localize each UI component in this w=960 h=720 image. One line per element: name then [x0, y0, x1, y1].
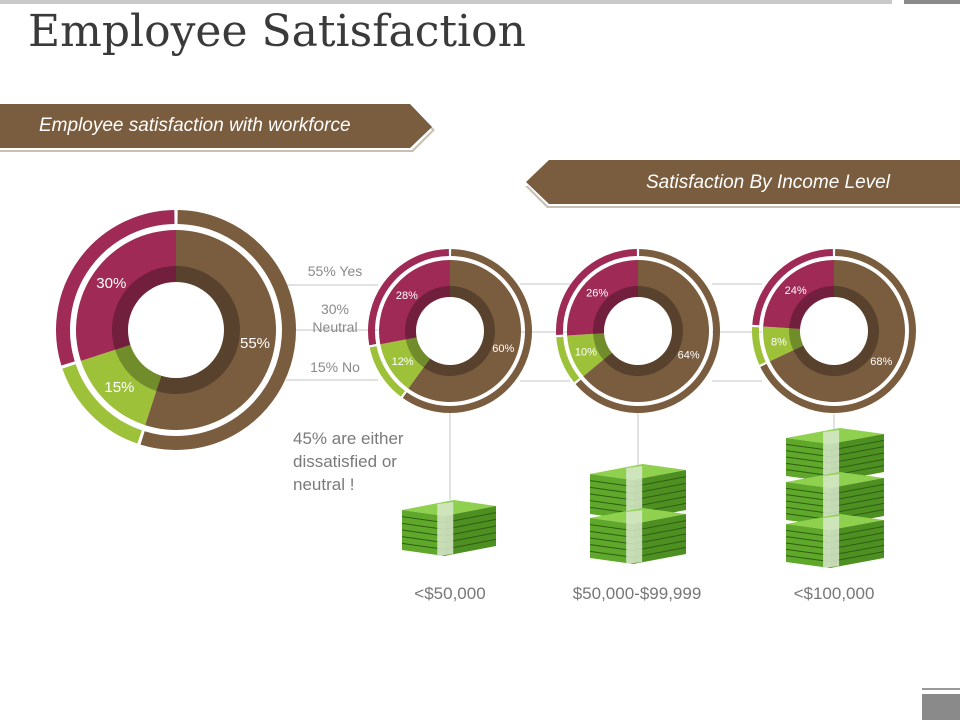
donut-3-outer-ring-neutral	[556, 249, 637, 335]
money-stack-3-middle-edge-r-2	[830, 490, 885, 502]
money-stack-2-bottom-edge-3	[589, 537, 634, 545]
ribbon-left	[0, 104, 432, 148]
money-stack-2-top	[589, 464, 687, 520]
donut-3-outer-ring-yes	[575, 249, 720, 413]
top-rule	[0, 0, 892, 4]
donut-4-outer-ring-no	[752, 327, 766, 365]
donut-chart-2: 60% 12% 28%	[368, 249, 532, 413]
money-stack-2-top-edge-1	[589, 480, 634, 488]
money-stack-3-bottom-edge-4	[785, 548, 831, 556]
donut-1-outer-ring-neutral	[56, 210, 175, 366]
money-stack-1-band	[437, 502, 454, 556]
donut-3-hole	[604, 297, 672, 365]
donut-1-hole	[128, 282, 224, 378]
money-stack-3-top-band	[823, 430, 840, 482]
money-stack-2-bottom-edge-1	[589, 524, 634, 532]
donut-chart-1: 55% 15% 30%	[56, 210, 296, 450]
money-stack-2-top-edge-3	[589, 493, 634, 501]
money-stack-3-bottom-edge-r-5	[830, 551, 885, 563]
money-stack-3-middle	[785, 472, 885, 526]
money-stack-2-top-band	[626, 466, 643, 520]
money-stack-3-top	[785, 428, 885, 482]
money-stack-3-middle-band	[823, 474, 840, 526]
money-stack-3-top-edge-2	[785, 450, 831, 458]
money-stack-2-top-edge-4	[589, 500, 634, 508]
ribbon-right-label: Satisfaction By Income Level	[646, 172, 890, 193]
money-stack-2-bottom-edge-5	[589, 550, 634, 558]
donut-1-label-yes: 55%	[240, 335, 270, 352]
money-stack-3-top-edge-r-2	[830, 446, 885, 458]
donut-2-outer-ring-yes	[402, 249, 532, 413]
donut-2-label-yes: 60%	[492, 343, 514, 355]
money-stack-3-bottom-band	[823, 516, 840, 568]
money-stack-3-top-edge-r-4	[830, 458, 885, 470]
donut-2-hole	[416, 297, 484, 365]
money-stack-3-top-edge-5	[785, 469, 831, 477]
legend-yes: 55% Yes	[307, 263, 363, 279]
donut-2-label-no: 12%	[392, 356, 414, 368]
money-stack-3-top-edge-1	[785, 443, 831, 451]
money-stack-3-bottom-edge-r-2	[830, 532, 885, 544]
legend-neutral-word: Neutral	[312, 319, 358, 335]
money-stack-3-bottom-edge-r-3	[830, 538, 885, 550]
income-label-2: $50,000-$99,999	[572, 584, 702, 603]
donut-4-outer-ring-yes	[760, 249, 916, 413]
money-stack-1	[401, 500, 497, 556]
top-rule-accent	[904, 0, 960, 4]
insight-note: 45% are either dissatisfied or neutral !	[293, 429, 404, 494]
donut-1-label-no: 15%	[104, 379, 134, 396]
money-stack-3-middle-edge-r-3	[830, 496, 885, 508]
donut-3-outer-ring-no	[556, 336, 580, 383]
money-stack-3-middle-edge-r-4	[830, 502, 885, 514]
donut-4-hole	[800, 297, 868, 365]
money-stack-3-middle-edge-4	[785, 506, 831, 514]
money-stack-3-middle-edge-3	[785, 500, 831, 508]
donut-4-label-neutral: 24%	[785, 285, 807, 297]
donut-1-outer-ring-no	[62, 364, 142, 444]
money-stack-3-bottom-edge-5	[785, 555, 831, 563]
money-stack-3-bottom-edge-3	[785, 542, 831, 550]
ribbon-left-label: Employee satisfaction with workforce	[39, 115, 351, 136]
income-label-1: <$50,000	[414, 584, 486, 603]
donut-1-label-neutral: 30%	[96, 275, 126, 292]
money-stack-3-middle-edge-r-1	[830, 483, 885, 495]
donut-1-outer-ring-yes	[140, 210, 296, 450]
legend-no: 15% No	[310, 359, 360, 375]
money-stack-3-bottom	[785, 514, 885, 568]
donut-3-label-no: 10%	[575, 347, 597, 359]
corner-rule	[922, 688, 960, 690]
donut-chart-3: 64% 10% 26%	[556, 249, 720, 413]
legend-neutral-pct: 30%	[320, 301, 350, 317]
money-stack-3-bottom-edge-2	[785, 536, 831, 544]
money-stack-2-bottom-band	[626, 510, 643, 564]
ribbon-right	[526, 160, 960, 204]
money-stack-3-middle-edge-1	[785, 487, 831, 495]
donut-4-label-yes: 68%	[870, 356, 892, 368]
page-title: Employee Satisfaction	[28, 6, 526, 57]
donut-2-outer-ring-neutral	[368, 249, 449, 346]
donut-3-label-yes: 64%	[678, 350, 700, 362]
money-stack-2-bottom-edge-4	[589, 544, 634, 552]
money-stack-3-top-edge-r-3	[830, 452, 885, 464]
money-stack-3-top-edge-r-1	[830, 439, 885, 451]
money-stack-2-bottom	[589, 508, 687, 564]
money-stack-3-bottom-edge-r-4	[830, 544, 885, 556]
corner-block	[922, 694, 960, 720]
donut-2-outer-ring-no	[369, 345, 406, 397]
money-stack-3-bottom-edge-r-1	[830, 525, 885, 537]
money-stack-2-bottom-edge-2	[589, 530, 634, 538]
donut-4-label-no: 8%	[771, 336, 787, 348]
money-stack-3-middle-edge-2	[785, 494, 831, 502]
donut-4-outer-ring-neutral	[752, 249, 833, 326]
money-stack-3-top-edge-4	[785, 462, 831, 470]
income-label-3: <$100,000	[793, 584, 875, 603]
money-stack-2-top-edge-2	[589, 486, 634, 494]
money-stack-3-top-edge-3	[785, 456, 831, 464]
money-stack-3-bottom-edge-1	[785, 529, 831, 537]
donut-2-label-neutral: 28%	[396, 290, 418, 302]
donut-3-label-neutral: 26%	[586, 288, 608, 300]
donut-chart-4: 68% 8% 24%	[752, 249, 916, 413]
